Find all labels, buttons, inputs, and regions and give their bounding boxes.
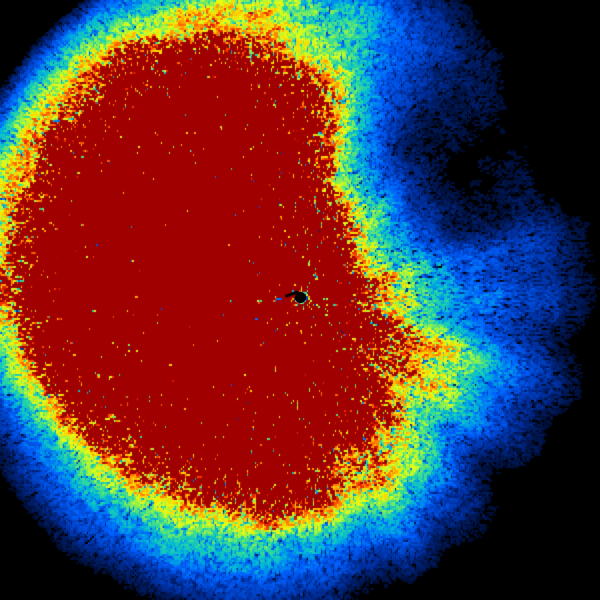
speckle-heatmap-canvas (0, 0, 600, 600)
speckle-intensity-figure (0, 0, 600, 600)
